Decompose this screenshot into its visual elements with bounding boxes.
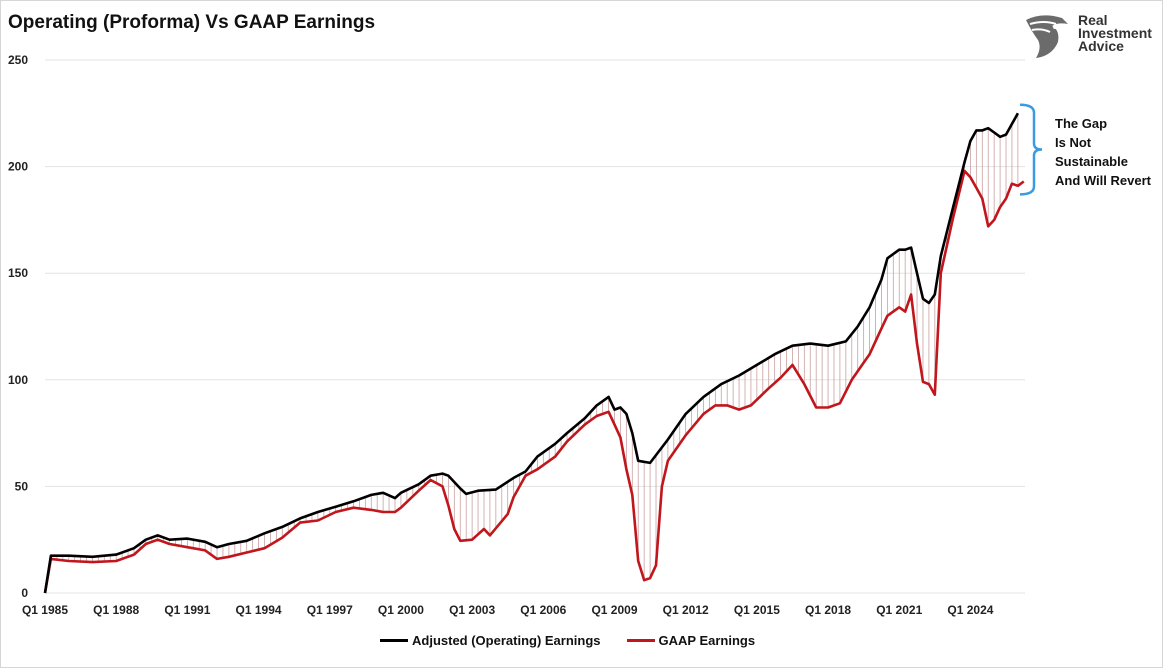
x-tick-label: Q1 2009 (591, 603, 637, 617)
legend-label-operating: Adjusted (Operating) Earnings (412, 633, 601, 648)
gap-bracket (1019, 103, 1043, 196)
y-axis-ticks: 0 50 100 150 200 250 (8, 53, 28, 600)
chart-legend: Adjusted (Operating) Earnings GAAP Earni… (380, 633, 781, 648)
annotation-line-2: Is Not (1055, 135, 1092, 150)
legend-label-gaap: GAAP Earnings (658, 633, 756, 648)
legend-item-operating: Adjusted (Operating) Earnings (380, 633, 601, 648)
legend-swatch-operating (380, 639, 408, 642)
logo-line1: Real (1078, 12, 1108, 28)
series-line-operating (43, 112, 1020, 594)
series-lines (43, 112, 1025, 594)
logo-line3: Advice (1078, 38, 1124, 54)
x-tick-label: Q1 2015 (734, 603, 780, 617)
x-tick-label: Q1 1988 (93, 603, 139, 617)
y-tick-label: 150 (8, 266, 28, 280)
series-line-gaap (43, 169, 1025, 594)
y-tick-label: 250 (8, 53, 28, 67)
legend-item-gaap: GAAP Earnings (626, 633, 756, 648)
x-tick-label: Q1 1985 (22, 603, 68, 617)
y-tick-label: 50 (15, 479, 29, 493)
legend-swatch-gaap (626, 639, 655, 642)
x-tick-label: Q1 1994 (236, 603, 282, 617)
y-tick-label: 100 (8, 373, 28, 387)
x-tick-label: Q1 2003 (449, 603, 495, 617)
logo: Real Investment Advice (1022, 12, 1162, 62)
annotation-line-3: Sustainable (1055, 154, 1128, 169)
x-tick-label: Q1 2024 (947, 603, 993, 617)
x-tick-label: Q1 2006 (520, 603, 566, 617)
annotation-line-4: And Will Revert (1055, 173, 1151, 188)
chart-title: Operating (Proforma) Vs GAAP Earnings (8, 12, 376, 33)
y-tick-label: 0 (21, 586, 28, 600)
x-tick-label: Q1 2021 (876, 603, 922, 617)
x-tick-label: Q1 1997 (307, 603, 353, 617)
y-tick-label: 200 (8, 160, 28, 174)
eagle-head-icon (1026, 15, 1068, 58)
logo-line2: Investment (1078, 25, 1152, 41)
x-tick-label: Q1 2000 (378, 603, 424, 617)
x-tick-label: Q1 2012 (663, 603, 709, 617)
gridlines (45, 59, 1025, 594)
gap-fill-lines (50, 113, 1019, 581)
x-tick-label: Q1 2018 (805, 603, 851, 617)
x-tick-label: Q1 1991 (164, 603, 210, 617)
x-axis-ticks: Q1 1985 Q1 1988 Q1 1991 Q1 1994 Q1 1997 Q1 20… (22, 603, 994, 617)
annotation-line-1: The Gap (1055, 116, 1108, 131)
gap-annotation: The Gap Is Not Sustainable And Will Reve… (1055, 114, 1151, 190)
curly-bracket (1019, 103, 1043, 196)
